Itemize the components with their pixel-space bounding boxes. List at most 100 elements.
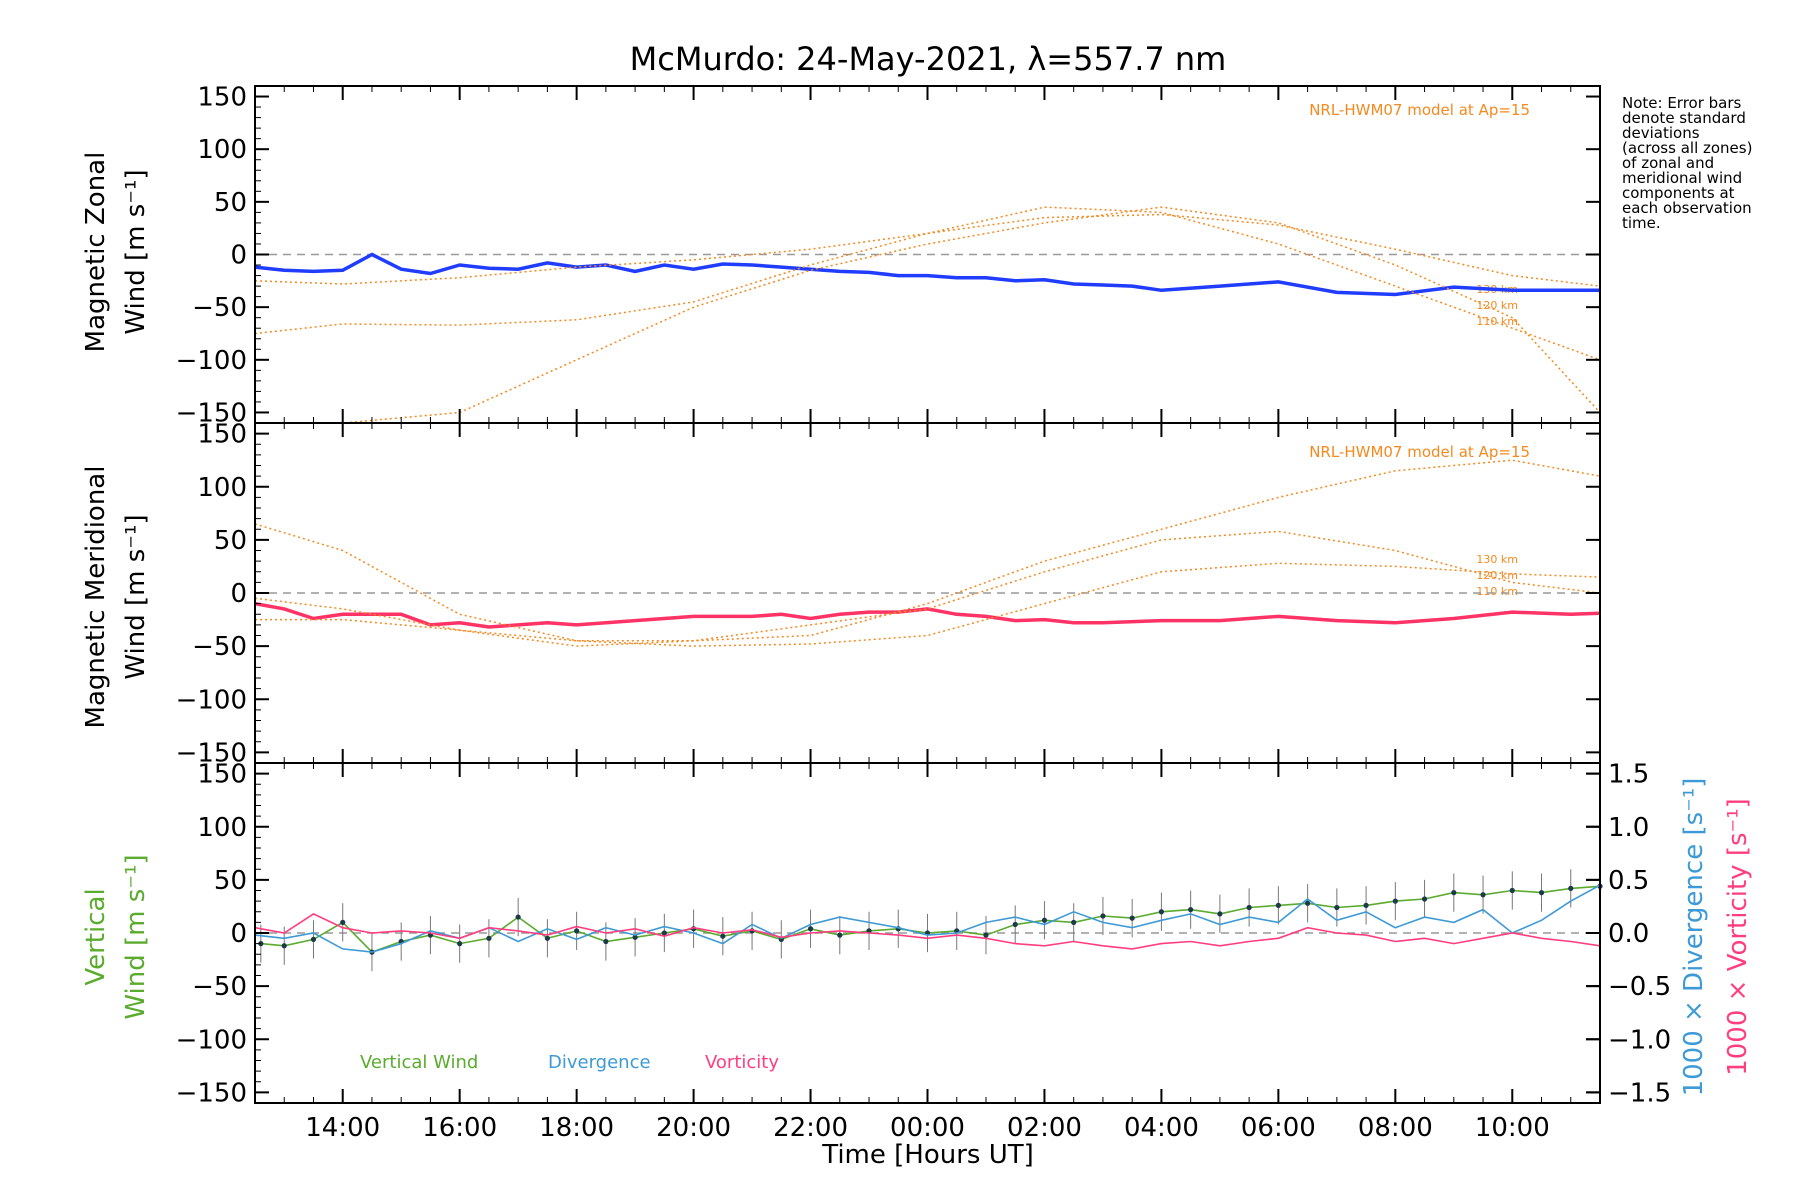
meridional-alt-label: 130 km [1476, 553, 1518, 566]
vertical-wind-point [574, 928, 580, 934]
vertical-wind-point [1012, 921, 1018, 928]
note-line: deviations [1622, 124, 1700, 142]
vertical-wind-point [1363, 902, 1369, 908]
vertical-wind-point [340, 919, 346, 925]
note-line: components at [1622, 184, 1735, 202]
series-line-nrl-hwm07-110-km [254, 459, 1601, 642]
zonal-ylabel-line1: Magnetic Zonal [81, 152, 111, 353]
vertical-wind-point [1041, 917, 1048, 923]
note-line: Note: Error bars [1622, 94, 1742, 112]
note-line: each observation [1622, 199, 1752, 217]
series-line-magnetic-meridional-wind-mean- [254, 601, 1601, 629]
vertical-ylabel-line1: Vertical [81, 888, 111, 985]
vertical-wind-point [281, 943, 287, 949]
chart-note: Note: Error bars denote standard deviati… [1622, 94, 1752, 232]
right-ytick-label: 0.5 [1608, 866, 1649, 896]
vertical-wind-point [1188, 907, 1194, 913]
xtick-label: 10:00 [1475, 1113, 1550, 1143]
vertical-wind-point [1392, 898, 1398, 904]
meridional-ytick-label: −50 [192, 632, 247, 662]
xtick-label: 08:00 [1358, 1113, 1433, 1143]
vertical-wind-point [1451, 890, 1457, 896]
vertical-wind-point [1129, 915, 1135, 921]
series-line-magnetic-zonal-wind-mean- [254, 252, 1600, 297]
vertical-wind-point [515, 914, 521, 920]
vertical-ytick-label: 100 [197, 813, 247, 843]
xtick-label: 14:00 [305, 1113, 380, 1143]
zonal-ytick-label: −50 [192, 293, 247, 323]
vertical-wind-point [661, 930, 667, 936]
vertical-wind-point [486, 935, 492, 941]
zonal-alt-label: 120 km [1476, 299, 1518, 312]
vertical-wind-point [983, 932, 989, 938]
xtick-label: 16:00 [422, 1113, 497, 1143]
vertical-wind-point [457, 941, 463, 947]
zonal-ytick-label: −150 [176, 398, 247, 428]
series-line-vorticity [254, 912, 1601, 950]
vertical-panel: −150 −100 −50 0 50 100 150 −1.5 −1.0 −0.5 0.0 0.5 1.… [176, 760, 1672, 1143]
vertical-wind-point [1421, 896, 1428, 902]
plot-layer: −150−100−50050100150−150−100−50050100150… [176, 83, 1672, 1143]
meridional-ylabel-line1: Magnetic Meridional [81, 466, 111, 729]
meridional-ylabel-line2: Wind [m s⁻¹] [121, 514, 151, 679]
legend-vertical-wind: Vertical Wind [360, 1052, 478, 1073]
vertical-ytick-label: 0 [230, 919, 247, 949]
zonal-ytick-label: 150 [197, 83, 247, 113]
xtick-label: 04:00 [1124, 1113, 1199, 1143]
zonal-ytick-label: −100 [176, 346, 247, 376]
meridional-panel: −150 −100 −50 0 50 100 150 [176, 420, 1601, 768]
xtick-label: 02:00 [1007, 1113, 1082, 1143]
legend-divergence: Divergence [548, 1052, 651, 1073]
meridional-alt-label: 120 km [1476, 569, 1518, 582]
right-ytick-label: −0.5 [1608, 972, 1671, 1002]
note-line: (across all zones) [1622, 139, 1752, 157]
vorticity-axis-label: 1000 × Vorticity [s⁻¹] [1723, 798, 1753, 1076]
meridional-ytick-label: −150 [176, 738, 247, 768]
vertical-ytick-label: −150 [176, 1078, 247, 1108]
xtick-label: 00:00 [890, 1113, 965, 1143]
meridional-ytick-label: 50 [214, 526, 247, 556]
xtick-label: 22:00 [773, 1113, 848, 1143]
legend-vorticity: Vorticity [705, 1052, 779, 1073]
vertical-wind-point [1158, 909, 1165, 915]
vertical-wind-point [1568, 885, 1574, 891]
note-line: of zonal and [1622, 154, 1714, 172]
vertical-wind-point [632, 934, 638, 940]
zonal-ytick-label: 0 [230, 241, 247, 271]
meridional-ytick-label: −100 [176, 685, 247, 715]
zonal-alt-label: 110 km [1476, 315, 1518, 328]
vertical-wind-point [1509, 887, 1515, 894]
vertical-wind-point [1334, 904, 1340, 911]
vertical-wind-point [1217, 911, 1223, 917]
vertical-ytick-label: 50 [214, 866, 247, 896]
xtick-label: 06:00 [1241, 1113, 1316, 1143]
vertical-wind-point [807, 926, 814, 932]
vertical-wind-point [1246, 904, 1252, 911]
right-ytick-label: 1.0 [1608, 813, 1649, 843]
vertical-wind-point [720, 933, 726, 939]
xtick-label: 20:00 [656, 1113, 731, 1143]
vertical-wind-point [1071, 919, 1077, 925]
meridional-ytick-label: 100 [197, 473, 247, 503]
chart-title: McMurdo: 24-May-2021, λ=557.7 nm [630, 40, 1227, 78]
meridional-alt-label: 110 km [1476, 585, 1518, 598]
vertical-wind-point [1100, 913, 1106, 919]
note-line: time. [1622, 214, 1661, 232]
zonal-ytick-label: 100 [197, 135, 247, 165]
series-line-nrl-hwm07-130-km [254, 213, 1601, 335]
meridional-ytick-label: 150 [197, 420, 247, 450]
vertical-ylabel-line2: Wind [m s⁻¹] [121, 854, 151, 1019]
zonal-ylabel-line2: Wind [m s⁻¹] [121, 169, 151, 334]
vertical-wind-point [1305, 900, 1311, 906]
vertical-wind-point [544, 935, 550, 941]
note-line: denote standard [1622, 109, 1746, 127]
zonal-model-label: NRL-HWM07 model at Ap=15 [1309, 101, 1530, 119]
x-axis-title: Time [Hours UT] [821, 1140, 1034, 1170]
zonal-panel: −150 −100 −50 0 50 100 150 [176, 83, 1601, 428]
divergence-axis-label: 1000 × Divergence [s⁻¹] [1679, 778, 1709, 1097]
vertical-wind-point [1480, 892, 1486, 898]
vertical-ytick-label: −50 [192, 972, 247, 1002]
meridional-model-label: NRL-HWM07 model at Ap=15 [1309, 443, 1530, 461]
vertical-wind-point [1538, 890, 1545, 896]
